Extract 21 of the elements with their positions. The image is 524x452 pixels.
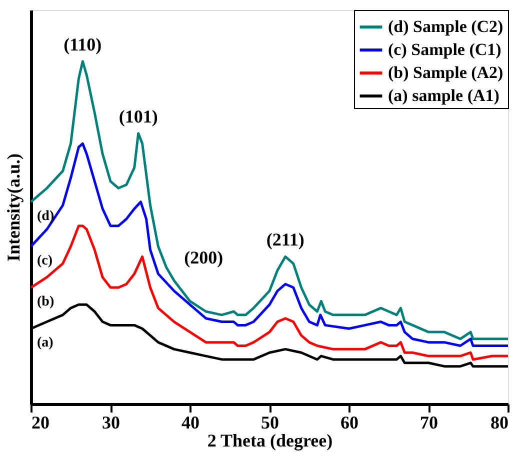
- x-axis-title: 2 Theta (degree): [207, 430, 333, 450]
- annotation: (101): [118, 106, 158, 126]
- legend-label: (c) Sample (C1): [388, 40, 502, 59]
- x-tick-label: 80: [490, 412, 508, 432]
- x-tick-label: 70: [420, 412, 438, 432]
- legend-label: (a) sample (A1): [388, 86, 500, 105]
- annotation: (b): [37, 294, 54, 310]
- legend-label: (b) Sample (A2): [388, 63, 504, 82]
- annotation: (d): [37, 208, 54, 224]
- annotation: (211): [266, 230, 304, 250]
- x-tick-label: 50: [261, 412, 279, 432]
- x-tick-label: 40: [182, 412, 200, 432]
- annotation: (110): [64, 34, 102, 54]
- annotation: (c): [37, 253, 53, 268]
- legend-label: (d) Sample (C2): [388, 17, 504, 36]
- x-tick-label: 30: [102, 412, 120, 432]
- annotation: (a): [37, 336, 54, 351]
- x-tick-label: 60: [340, 412, 358, 432]
- x-tick-label: 20: [32, 412, 50, 432]
- annotation: (200): [184, 248, 224, 268]
- y-axis-title: Intensity(a.u.): [4, 153, 24, 262]
